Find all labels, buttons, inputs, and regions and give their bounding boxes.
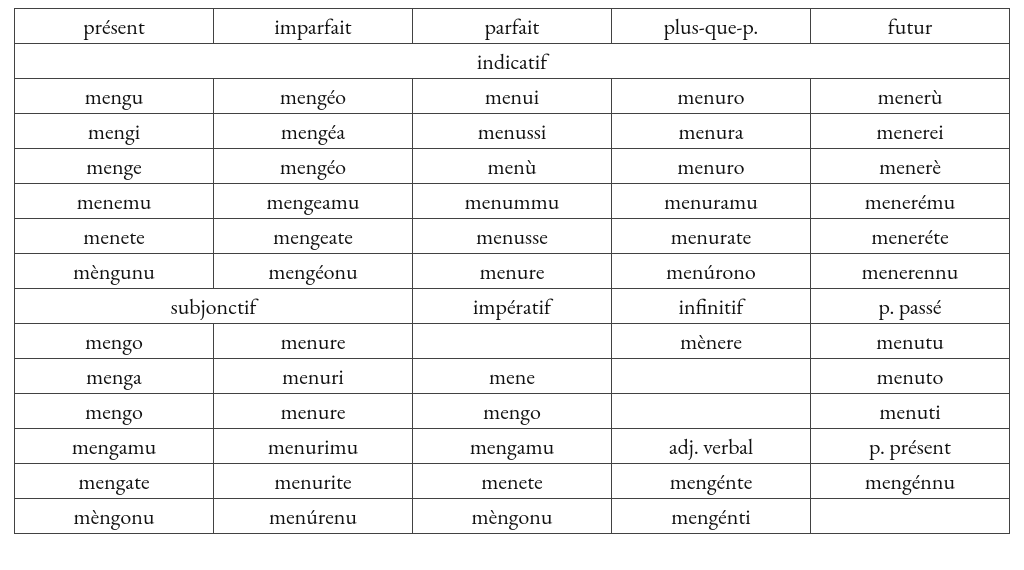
cell-empty xyxy=(612,394,811,429)
cell: mengeamu xyxy=(214,184,413,219)
lower-row-2: menga menuri mene menuto xyxy=(15,359,1010,394)
cell: mengénnu xyxy=(811,464,1010,499)
cell: mèngonu xyxy=(15,499,214,534)
cell: menuramu xyxy=(612,184,811,219)
cell: menemu xyxy=(15,184,214,219)
cell: mèngunu xyxy=(15,254,214,289)
indicatif-row-5: menete mengeate menusse menurate menerét… xyxy=(15,219,1010,254)
page-root: présent imparfait parfait plus-que-p. fu… xyxy=(0,0,1024,570)
cell: menurate xyxy=(612,219,811,254)
hdr-parfait: parfait xyxy=(413,9,612,44)
cell: menurite xyxy=(214,464,413,499)
cell: menummu xyxy=(413,184,612,219)
cell: menui xyxy=(413,79,612,114)
lower-row-6: mèngonu menúrenu mèngonu mengénti xyxy=(15,499,1010,534)
cell: menù xyxy=(413,149,612,184)
cell: mènere xyxy=(612,324,811,359)
hdr-subjonctif: subjonctif xyxy=(15,289,413,324)
indicatif-row-1: mengu mengéo menui menuro menerù xyxy=(15,79,1010,114)
cell: menerù xyxy=(811,79,1010,114)
hdr-indicatif: indicatif xyxy=(15,44,1010,79)
cell: mengéonu xyxy=(214,254,413,289)
cell: menurimu xyxy=(214,429,413,464)
indicatif-row-3: menge mengéo menù menuro menerè xyxy=(15,149,1010,184)
hdr-imparfait: imparfait xyxy=(214,9,413,44)
cell: mengi xyxy=(15,114,214,149)
cell: mengénti xyxy=(612,499,811,534)
hdr-present: présent xyxy=(15,9,214,44)
top-header-row: présent imparfait parfait plus-que-p. fu… xyxy=(15,9,1010,44)
conjugation-table: présent imparfait parfait plus-que-p. fu… xyxy=(14,8,1010,534)
cell: mengo xyxy=(15,324,214,359)
hdr-futur: futur xyxy=(811,9,1010,44)
cell: mengo xyxy=(15,394,214,429)
cell: menure xyxy=(214,324,413,359)
indicatif-row-2: mengi mengéa menussi menura menerei xyxy=(15,114,1010,149)
cell: menete xyxy=(413,464,612,499)
cell: menerému xyxy=(811,184,1010,219)
cell: meneréte xyxy=(811,219,1010,254)
cell: menuro xyxy=(612,79,811,114)
cell: mene xyxy=(413,359,612,394)
hdr-p-present: p. présent xyxy=(811,429,1010,464)
cell: mengénte xyxy=(612,464,811,499)
indicatif-row-6: mèngunu mengéonu menure menúrono meneren… xyxy=(15,254,1010,289)
cell: menúrono xyxy=(612,254,811,289)
hdr-ppasse: p. passé xyxy=(811,289,1010,324)
cell: menuti xyxy=(811,394,1010,429)
cell: menuri xyxy=(214,359,413,394)
cell-empty xyxy=(612,359,811,394)
cell: mengo xyxy=(413,394,612,429)
cell: menutu xyxy=(811,324,1010,359)
cell: mengéa xyxy=(214,114,413,149)
cell: mengéo xyxy=(214,79,413,114)
cell: mengéo xyxy=(214,149,413,184)
cell: menusse xyxy=(413,219,612,254)
hdr-plusquep: plus-que-p. xyxy=(612,9,811,44)
mood-indicatif-row: indicatif xyxy=(15,44,1010,79)
cell: menerennu xyxy=(811,254,1010,289)
cell: mengamu xyxy=(413,429,612,464)
cell: menete xyxy=(15,219,214,254)
cell: menuro xyxy=(612,149,811,184)
cell: mengate xyxy=(15,464,214,499)
hdr-infinitif: infinitif xyxy=(612,289,811,324)
cell: menuto xyxy=(811,359,1010,394)
cell: menga xyxy=(15,359,214,394)
cell: menure xyxy=(413,254,612,289)
hdr-adj-verbal: adj. verbal xyxy=(612,429,811,464)
cell: mengu xyxy=(15,79,214,114)
cell: menerè xyxy=(811,149,1010,184)
cell: menúrenu xyxy=(214,499,413,534)
lower-row-5: mengate menurite menete mengénte mengénn… xyxy=(15,464,1010,499)
mid-header-row: subjonctif impératif infinitif p. passé xyxy=(15,289,1010,324)
cell: menure xyxy=(214,394,413,429)
cell: menerei xyxy=(811,114,1010,149)
cell: mèngonu xyxy=(413,499,612,534)
lower-row-1: mengo menure mènere menutu xyxy=(15,324,1010,359)
lower-row-3: mengo menure mengo menuti xyxy=(15,394,1010,429)
hdr-imperatif: impératif xyxy=(413,289,612,324)
cell-empty xyxy=(413,324,612,359)
cell: menura xyxy=(612,114,811,149)
cell: mengamu xyxy=(15,429,214,464)
cell: menge xyxy=(15,149,214,184)
cell: menussi xyxy=(413,114,612,149)
indicatif-row-4: menemu mengeamu menummu menuramu menerém… xyxy=(15,184,1010,219)
cell: mengeate xyxy=(214,219,413,254)
lower-row-4: mengamu menurimu mengamu adj. verbal p. … xyxy=(15,429,1010,464)
cell-empty xyxy=(811,499,1010,534)
